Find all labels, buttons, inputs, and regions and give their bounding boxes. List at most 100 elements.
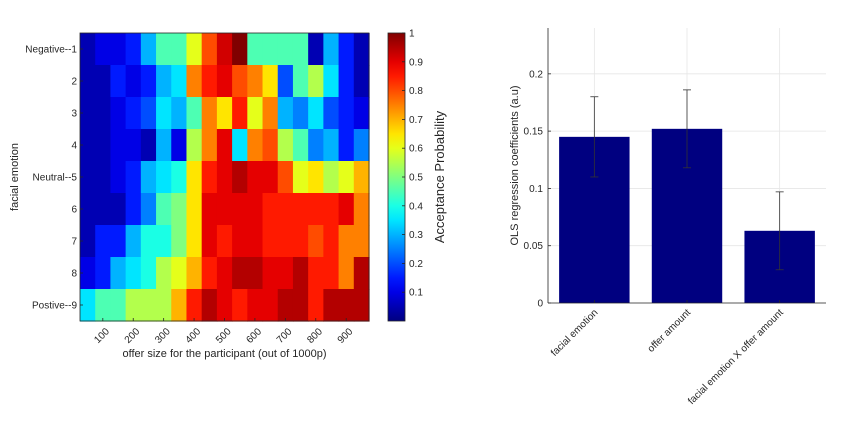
heatmap-cell <box>292 257 309 290</box>
heatmap-cell <box>110 257 127 290</box>
heatmap-xtick-label: 600 <box>244 326 264 346</box>
heatmap-cell <box>171 225 188 258</box>
heatmap-cell <box>232 129 248 162</box>
heatmap-cell <box>156 225 172 258</box>
heatmap-cell <box>338 225 355 258</box>
heatmap-cell <box>323 257 340 290</box>
heatmap-cell <box>232 161 248 194</box>
heatmap-cell <box>323 65 340 98</box>
heatmap-cell <box>156 289 172 322</box>
heatmap-cell <box>277 225 294 258</box>
heatmap-cell <box>247 129 264 162</box>
heatmap-ytick-label: 8 <box>71 269 77 280</box>
heatmap-cell <box>232 97 248 130</box>
heatmap-cell <box>80 257 96 290</box>
heatmap-cell <box>232 33 248 66</box>
heatmap-cell <box>140 65 157 98</box>
heatmap-cell <box>186 65 203 98</box>
heatmap-panel: Negative--1 2 3 4 Neutral--5 6 7 8 Postive--9 100… <box>9 32 370 360</box>
heatmap-cell <box>171 257 188 290</box>
heatmap-cell <box>186 225 203 258</box>
heatmap-cell <box>247 225 264 258</box>
heatmap-cell <box>292 97 309 130</box>
heatmap-cell <box>216 289 233 322</box>
heatmap-cell <box>308 33 324 66</box>
heatmap-cell <box>338 33 355 66</box>
heatmap-cell <box>110 289 127 322</box>
heatmap-cell <box>262 289 279 322</box>
heatmap-cell <box>262 193 279 226</box>
heatmap-cell <box>338 97 355 130</box>
heatmap-cell <box>216 257 233 290</box>
heatmap-cell <box>186 193 203 226</box>
heatmap-y-axis-label: facial emotion <box>9 143 21 211</box>
heatmap-cell <box>338 161 355 194</box>
heatmap-cell <box>125 193 142 226</box>
heatmap-cell <box>186 129 203 162</box>
heatmap-cell <box>95 129 112 162</box>
heatmap-cell <box>110 225 127 258</box>
heatmap-cell <box>338 257 355 290</box>
heatmap-cell <box>125 129 142 162</box>
heatmap-cell <box>171 33 188 66</box>
heatmap-cell <box>125 289 142 322</box>
heatmap-cell <box>216 225 233 258</box>
heatmap-cell <box>247 97 264 130</box>
heatmap-cell <box>156 193 172 226</box>
bar-y-axis-label: OLS regression coefficients (a.u) <box>509 86 521 246</box>
heatmap-cell <box>353 97 370 130</box>
heatmap-cell <box>140 193 157 226</box>
heatmap-cell <box>308 97 324 130</box>
heatmap-cell <box>353 257 370 290</box>
heatmap-ytick-label: 7 <box>71 237 77 248</box>
heatmap-cell <box>171 97 188 130</box>
heatmap-cell <box>232 257 248 290</box>
heatmap-cell <box>140 289 157 322</box>
colorbar-label: Acceptance Probability <box>432 110 447 243</box>
heatmap-cell <box>262 129 279 162</box>
heatmap-cell <box>247 193 264 226</box>
heatmap-cell <box>216 97 233 130</box>
heatmap-cell <box>262 97 279 130</box>
heatmap-cell <box>156 129 172 162</box>
heatmap-cell <box>125 97 142 130</box>
heatmap-cell <box>292 129 309 162</box>
heatmap-cell <box>232 65 248 98</box>
colorbar-tick-label: 0.1 <box>409 288 423 299</box>
bar-ytick-label: 0.05 <box>524 241 544 252</box>
heatmap-cell <box>353 289 370 322</box>
heatmap-cell <box>277 161 294 194</box>
heatmap-cell <box>140 129 157 162</box>
heatmap-cell <box>140 33 157 66</box>
heatmap-cell <box>186 289 203 322</box>
heatmap-cell <box>156 161 172 194</box>
heatmap-cell <box>201 129 218 162</box>
heatmap-ytick-label: 2 <box>71 77 77 88</box>
heatmap-cell <box>262 257 279 290</box>
heatmap-cell <box>110 65 127 98</box>
heatmap-cell <box>216 193 233 226</box>
heatmap-cell <box>323 193 340 226</box>
heatmap-cell <box>292 225 309 258</box>
colorbar-tick-label: 1 <box>409 29 415 40</box>
bar-ytick-label: 0.15 <box>524 127 544 138</box>
heatmap-cell <box>171 193 188 226</box>
heatmap-cell <box>125 225 142 258</box>
heatmap-cell <box>323 97 340 130</box>
heatmap-cell <box>140 161 157 194</box>
heatmap-ytick-label: Neutral--5 <box>33 173 78 184</box>
heatmap-cell <box>171 289 188 322</box>
heatmap-cell <box>277 33 294 66</box>
colorbar-tick-label: 0.2 <box>409 259 423 270</box>
heatmap-xtick-label: 700 <box>275 326 295 346</box>
heatmap-cell <box>277 193 294 226</box>
heatmap-ytick-label: 3 <box>71 109 77 120</box>
heatmap-cell <box>171 161 188 194</box>
colorbar-tick-label: 0.4 <box>409 201 423 212</box>
heatmap-cell <box>80 161 96 194</box>
heatmap-cell <box>95 225 112 258</box>
heatmap-cell <box>323 33 340 66</box>
colorbar-tick-label: 0.5 <box>409 173 423 184</box>
heatmap-cell <box>262 225 279 258</box>
